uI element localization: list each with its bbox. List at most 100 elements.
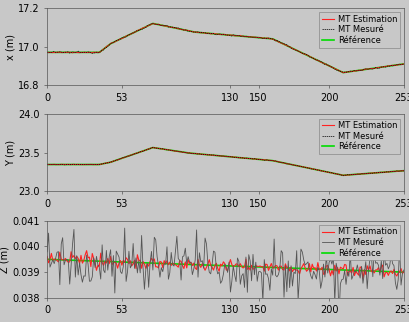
Référence <box>340 71 345 74</box>
MT Estimation <box>400 270 405 274</box>
MT Mesuré <box>336 316 341 320</box>
MT Estimation <box>360 277 364 280</box>
MT Estimation <box>285 265 290 269</box>
MT Estimation <box>150 22 155 25</box>
MT Mesuré <box>194 228 199 232</box>
MT Estimation <box>194 30 199 34</box>
MT Estimation <box>84 249 89 253</box>
Référence <box>194 152 199 156</box>
MT Estimation <box>227 33 232 37</box>
Line: Référence: Référence <box>47 259 403 272</box>
MT Mesuré <box>340 174 345 177</box>
MT Mesuré <box>285 259 290 263</box>
Référence <box>45 257 49 261</box>
MT Mesuré <box>285 45 290 49</box>
MT Mesuré <box>136 29 141 33</box>
Référence <box>227 33 232 37</box>
Y-axis label: Y (m): Y (m) <box>5 140 15 166</box>
MT Estimation <box>400 169 405 173</box>
MT Estimation <box>285 162 290 166</box>
Référence <box>170 149 175 153</box>
Line: MT Mesuré: MT Mesuré <box>47 24 403 72</box>
Référence <box>194 30 199 34</box>
Legend: MT Estimation, MT Mesuré, Référence: MT Estimation, MT Mesuré, Référence <box>319 118 399 154</box>
Line: Référence: Référence <box>47 24 403 72</box>
Legend: MT Estimation, MT Mesuré, Référence: MT Estimation, MT Mesuré, Référence <box>319 12 399 48</box>
MT Estimation <box>170 25 175 29</box>
Référence <box>400 62 405 66</box>
MT Mesuré <box>227 155 232 159</box>
Référence <box>285 44 290 48</box>
MT Estimation <box>136 28 141 32</box>
Référence <box>45 163 49 166</box>
Référence <box>181 28 186 32</box>
Référence <box>150 146 155 149</box>
MT Estimation <box>194 152 199 156</box>
MT Mesuré <box>227 290 232 294</box>
MT Estimation <box>227 155 232 159</box>
MT Estimation <box>137 259 142 262</box>
MT Mesuré <box>45 51 49 54</box>
MT Mesuré <box>400 169 405 173</box>
Référence <box>169 262 173 266</box>
Référence <box>136 28 141 32</box>
MT Mesuré <box>194 152 199 156</box>
MT Mesuré <box>343 71 348 74</box>
MT Mesuré <box>194 30 199 34</box>
Référence <box>192 263 197 267</box>
MT Estimation <box>194 268 199 271</box>
MT Estimation <box>170 149 175 153</box>
MT Estimation <box>181 267 186 270</box>
MT Estimation <box>227 258 232 261</box>
Line: MT Mesuré: MT Mesuré <box>47 228 403 318</box>
Référence <box>284 266 289 270</box>
MT Mesuré <box>170 149 175 153</box>
MT Mesuré <box>181 150 186 154</box>
MT Mesuré <box>170 263 175 267</box>
MT Estimation <box>340 173 345 177</box>
Référence <box>181 150 186 154</box>
MT Estimation <box>340 71 345 75</box>
Line: MT Estimation: MT Estimation <box>47 147 403 175</box>
Référence <box>227 155 232 159</box>
MT Estimation <box>45 254 49 258</box>
Référence <box>285 162 290 166</box>
Référence <box>226 264 231 268</box>
MT Mesuré <box>137 271 142 275</box>
MT Estimation <box>400 62 405 66</box>
MT Estimation <box>285 44 290 48</box>
Référence <box>180 262 184 266</box>
Line: MT Estimation: MT Estimation <box>47 251 403 279</box>
MT Mesuré <box>181 28 186 32</box>
MT Estimation <box>45 163 49 166</box>
Référence <box>136 261 141 265</box>
Référence <box>45 51 49 54</box>
MT Mesuré <box>285 162 290 166</box>
MT Estimation <box>181 150 186 154</box>
MT Mesuré <box>170 25 175 29</box>
MT Mesuré <box>400 62 405 66</box>
MT Mesuré <box>227 34 232 38</box>
MT Estimation <box>150 146 155 149</box>
MT Mesuré <box>400 268 405 272</box>
Line: MT Estimation: MT Estimation <box>47 24 403 73</box>
MT Estimation <box>45 50 49 54</box>
Legend: MT Estimation, MT Mesuré, Référence: MT Estimation, MT Mesuré, Référence <box>319 225 399 260</box>
Y-axis label: Z (m): Z (m) <box>0 246 9 273</box>
MT Mesuré <box>181 254 186 258</box>
MT Estimation <box>136 150 141 154</box>
Référence <box>400 270 405 274</box>
MT Mesuré <box>45 162 49 166</box>
Référence <box>136 150 141 154</box>
MT Mesuré <box>150 22 155 25</box>
MT Estimation <box>170 261 175 265</box>
Y-axis label: x (m): x (m) <box>5 33 15 60</box>
MT Mesuré <box>136 150 141 154</box>
MT Mesuré <box>45 250 49 254</box>
MT Estimation <box>181 28 186 32</box>
Line: MT Mesuré: MT Mesuré <box>47 147 403 175</box>
MT Mesuré <box>122 226 127 230</box>
Référence <box>150 22 155 25</box>
Référence <box>340 173 345 177</box>
Référence <box>400 169 405 173</box>
